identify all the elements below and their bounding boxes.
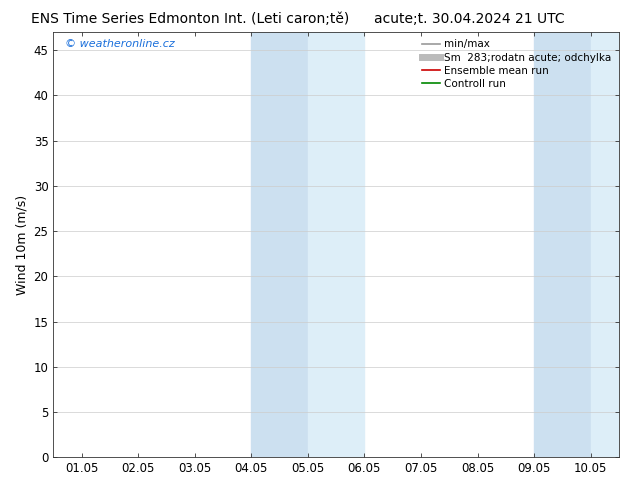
Text: acute;t. 30.04.2024 21 UTC: acute;t. 30.04.2024 21 UTC (374, 12, 564, 26)
Y-axis label: Wind 10m (m/s): Wind 10m (m/s) (15, 195, 28, 294)
Bar (251, 32, 308, 457)
Text: ENS Time Series Edmonton Int. (Leti caron;tě): ENS Time Series Edmonton Int. (Leti caro… (31, 12, 349, 26)
Bar (308, 32, 365, 457)
Bar (591, 32, 634, 457)
Legend: min/max, Sm  283;rodatn acute; odchylka, Ensemble mean run, Controll run: min/max, Sm 283;rodatn acute; odchylka, … (417, 35, 616, 93)
Bar (534, 32, 591, 457)
Text: © weatheronline.cz: © weatheronline.cz (65, 39, 174, 49)
